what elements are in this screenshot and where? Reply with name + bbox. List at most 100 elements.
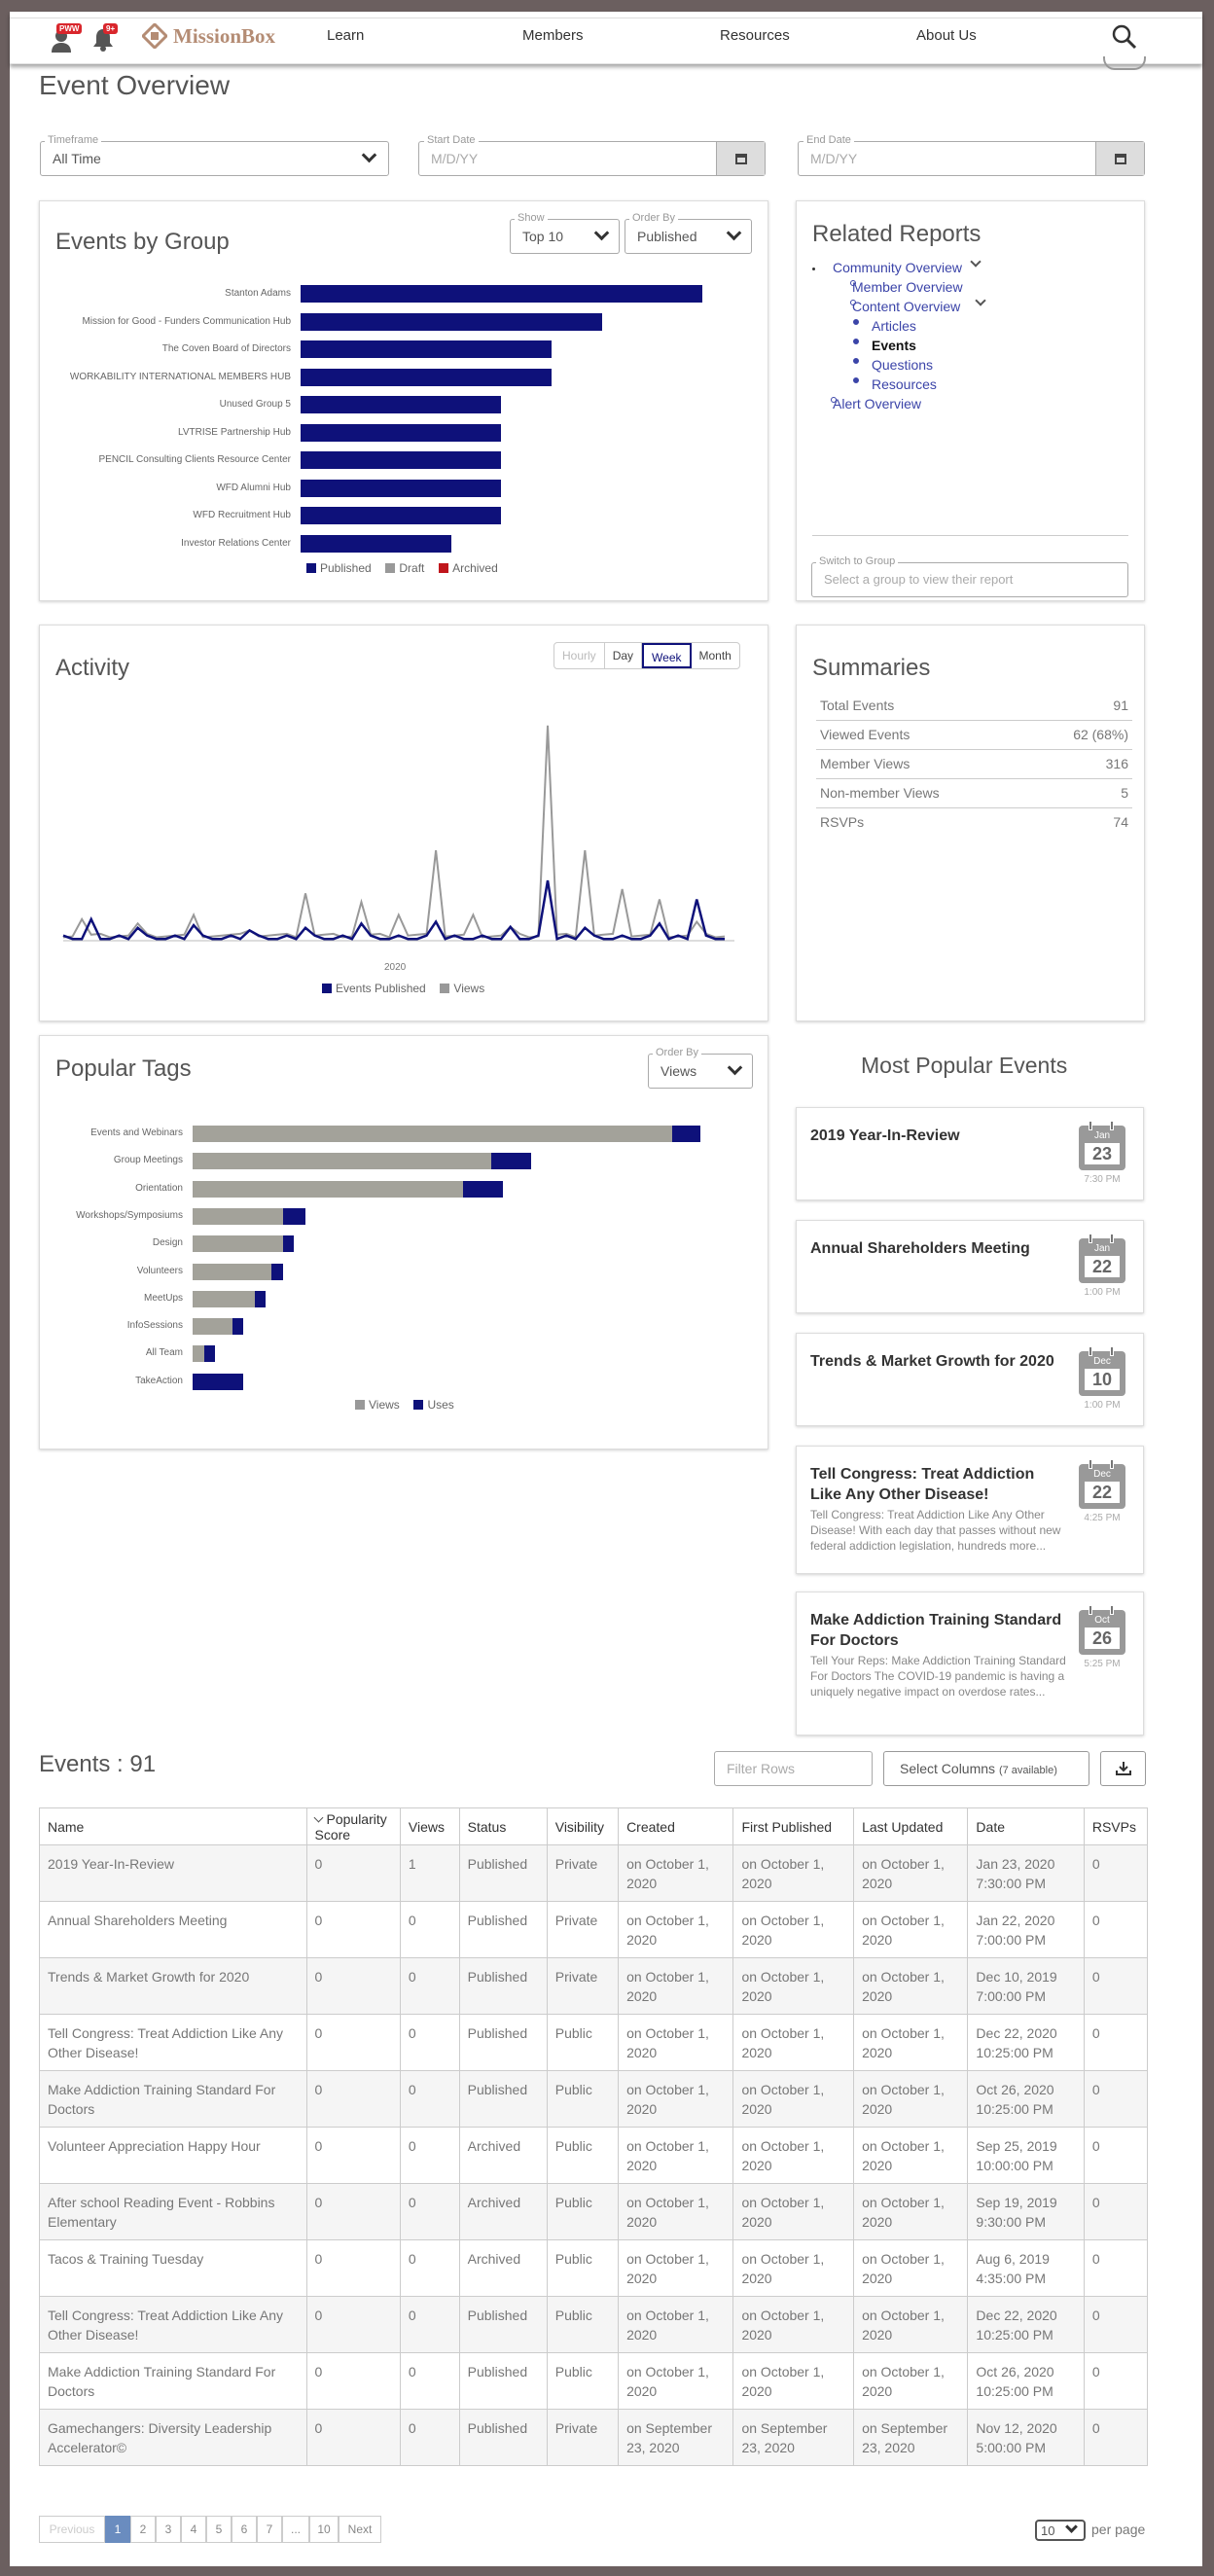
bar[interactable] bbox=[301, 507, 502, 524]
table-row[interactable]: Gamechangers: Diversity Leadership Accel… bbox=[39, 2409, 1149, 2466]
column-header[interactable]: Name bbox=[39, 1807, 307, 1845]
bar[interactable] bbox=[301, 396, 502, 413]
bar[interactable] bbox=[301, 368, 552, 386]
pagination-page[interactable]: 2 bbox=[130, 2516, 156, 2543]
table-row[interactable]: Annual Shareholders Meeting 0 0 Published Pr… bbox=[39, 1901, 1149, 1958]
search-icon[interactable] bbox=[1112, 24, 1137, 54]
toggle-hourly[interactable]: Hourly bbox=[554, 643, 605, 668]
nav-about-us[interactable]: About Us bbox=[916, 27, 977, 44]
tag-uses-bar[interactable] bbox=[203, 1345, 216, 1363]
tag-uses-bar[interactable] bbox=[282, 1235, 295, 1253]
sort-chevron-icon[interactable] bbox=[313, 1812, 323, 1822]
popular-event-card[interactable]: Tell Congress: Treat Addiction Like Any … bbox=[796, 1446, 1144, 1574]
popular-event-card[interactable]: 2019 Year-In-Review Jan 23 7:30 PM bbox=[796, 1107, 1144, 1200]
tag-uses-bar[interactable] bbox=[271, 1263, 283, 1280]
table-row[interactable]: After school Reading Event - Robbins Ele… bbox=[39, 2183, 1149, 2240]
table-row[interactable]: Make Addiction Training Standard For Doc… bbox=[39, 2070, 1149, 2128]
bar[interactable] bbox=[301, 479, 502, 497]
pagination-previous[interactable]: Previous bbox=[39, 2516, 105, 2543]
column-header[interactable]: Created bbox=[618, 1807, 734, 1845]
tag-views-bar[interactable] bbox=[193, 1126, 672, 1142]
popular-event-card[interactable]: Trends & Market Growth for 2020 Dec 10 1:00… bbox=[796, 1333, 1144, 1426]
column-header[interactable]: Status bbox=[458, 1807, 548, 1845]
pagination-page[interactable]: 1 bbox=[105, 2516, 130, 2543]
logo[interactable]: MissionBox bbox=[142, 23, 275, 49]
table-row[interactable]: 2019 Year-In-Review 0 1 Published Private on … bbox=[39, 1844, 1149, 1902]
bell-icon[interactable]: 9+ bbox=[91, 23, 119, 53]
pagination-page[interactable]: 3 bbox=[156, 2516, 181, 2543]
pagination-next[interactable]: Next bbox=[339, 2516, 381, 2543]
tag-views-bar[interactable] bbox=[193, 1318, 232, 1336]
tag-uses-bar[interactable] bbox=[672, 1126, 700, 1142]
tag-uses-bar[interactable] bbox=[232, 1318, 244, 1336]
scroll-toggle[interactable] bbox=[1103, 56, 1146, 70]
bar[interactable] bbox=[301, 312, 602, 331]
tag-views-bar[interactable] bbox=[193, 1235, 283, 1253]
bar[interactable] bbox=[301, 285, 702, 303]
report-member-overview[interactable]: Member Overview bbox=[852, 279, 963, 295]
tag-uses-bar[interactable] bbox=[193, 1373, 244, 1390]
report-community-overview[interactable]: Community Overview bbox=[833, 260, 963, 275]
pagination-page[interactable]: 5 bbox=[206, 2516, 232, 2543]
report-events[interactable]: Events bbox=[872, 338, 916, 353]
nav-learn[interactable]: Learn bbox=[327, 27, 365, 44]
start-date-field[interactable]: M/D/YY bbox=[418, 141, 766, 176]
pagination-page[interactable]: 4 bbox=[181, 2516, 206, 2543]
column-header[interactable]: Visibility bbox=[546, 1807, 620, 1845]
tag-views-bar[interactable] bbox=[193, 1263, 272, 1280]
column-header[interactable]: Views bbox=[399, 1807, 460, 1845]
bar[interactable] bbox=[301, 340, 552, 358]
report-questions[interactable]: Questions bbox=[872, 357, 934, 373]
table-row[interactable]: Tell Congress: Treat Addiction Like Any … bbox=[39, 2296, 1149, 2353]
table-row[interactable]: Make Addiction Training Standard For Doc… bbox=[39, 2352, 1149, 2410]
column-header[interactable]: First Published bbox=[732, 1807, 855, 1845]
end-date-calendar-button[interactable] bbox=[1095, 142, 1144, 175]
report-articles[interactable]: Articles bbox=[872, 318, 916, 334]
toggle-week[interactable]: Week bbox=[642, 643, 692, 668]
nav-members[interactable]: Members bbox=[522, 27, 584, 44]
table-row[interactable]: Volunteer Appreciation Happy Hour 0 0 Archi… bbox=[39, 2127, 1149, 2184]
column-header[interactable]: Last Updated bbox=[853, 1807, 969, 1845]
start-date-calendar-button[interactable] bbox=[716, 142, 765, 175]
toggle-month[interactable]: Month bbox=[698, 649, 732, 662]
filter-rows-input[interactable]: Filter Rows bbox=[714, 1751, 873, 1786]
pagination-page[interactable]: 10 bbox=[309, 2516, 339, 2543]
select-columns-button[interactable]: Select Columns (7 available) bbox=[883, 1751, 1089, 1786]
user-icon[interactable]: PWW bbox=[51, 23, 83, 53]
bar[interactable] bbox=[301, 423, 502, 442]
switch-group-input[interactable]: Select a group to view their report bbox=[811, 562, 1128, 597]
tag-uses-bar[interactable] bbox=[254, 1290, 267, 1307]
tag-uses-bar[interactable] bbox=[282, 1207, 305, 1225]
download-button[interactable] bbox=[1100, 1751, 1146, 1786]
popular-event-card[interactable]: Annual Shareholders Meeting Jan 22 1:00 PM bbox=[796, 1220, 1144, 1313]
pagination-page[interactable]: ... bbox=[282, 2516, 309, 2543]
per-page-select[interactable]: 10 bbox=[1035, 2520, 1086, 2541]
tag-views-bar[interactable] bbox=[193, 1180, 464, 1198]
tags-order-by-select[interactable]: Views bbox=[648, 1054, 753, 1089]
tag-uses-bar[interactable] bbox=[463, 1180, 503, 1198]
column-header[interactable]: Popularity Score bbox=[305, 1807, 401, 1845]
pagination-page[interactable]: 7 bbox=[257, 2516, 282, 2543]
report-resources[interactable]: Resources bbox=[872, 376, 937, 392]
table-row[interactable]: Trends & Market Growth for 2020 0 0 Publish… bbox=[39, 1957, 1149, 2015]
table-row[interactable]: Tacos & Training Tuesday 0 0 Archived Public… bbox=[39, 2239, 1149, 2297]
nav-resources[interactable]: Resources bbox=[720, 27, 790, 44]
tag-views-bar[interactable] bbox=[193, 1153, 492, 1170]
chevron-down-icon[interactable] bbox=[975, 295, 986, 306]
order-by-select[interactable]: Published bbox=[625, 219, 752, 254]
tag-views-bar[interactable] bbox=[193, 1345, 204, 1363]
table-row[interactable]: Tell Congress: Treat Addiction Like Any … bbox=[39, 2014, 1149, 2071]
toggle-day[interactable]: Day bbox=[605, 643, 643, 668]
timeframe-select[interactable]: All Time bbox=[40, 141, 389, 176]
column-header[interactable]: RSVPs bbox=[1083, 1807, 1149, 1845]
popular-event-card[interactable]: Make Addiction Training Standard For Doc… bbox=[796, 1592, 1144, 1735]
tag-views-bar[interactable] bbox=[193, 1207, 283, 1225]
chevron-down-icon[interactable] bbox=[970, 256, 982, 268]
tag-uses-bar[interactable] bbox=[491, 1153, 531, 1170]
column-header[interactable]: Date bbox=[967, 1807, 1085, 1845]
show-select[interactable]: Top 10 bbox=[510, 219, 620, 254]
report-content-overview[interactable]: Content Overview bbox=[852, 299, 961, 314]
bar[interactable] bbox=[301, 534, 451, 553]
tag-views-bar[interactable] bbox=[193, 1290, 255, 1307]
end-date-field[interactable]: M/D/YY bbox=[798, 141, 1145, 176]
